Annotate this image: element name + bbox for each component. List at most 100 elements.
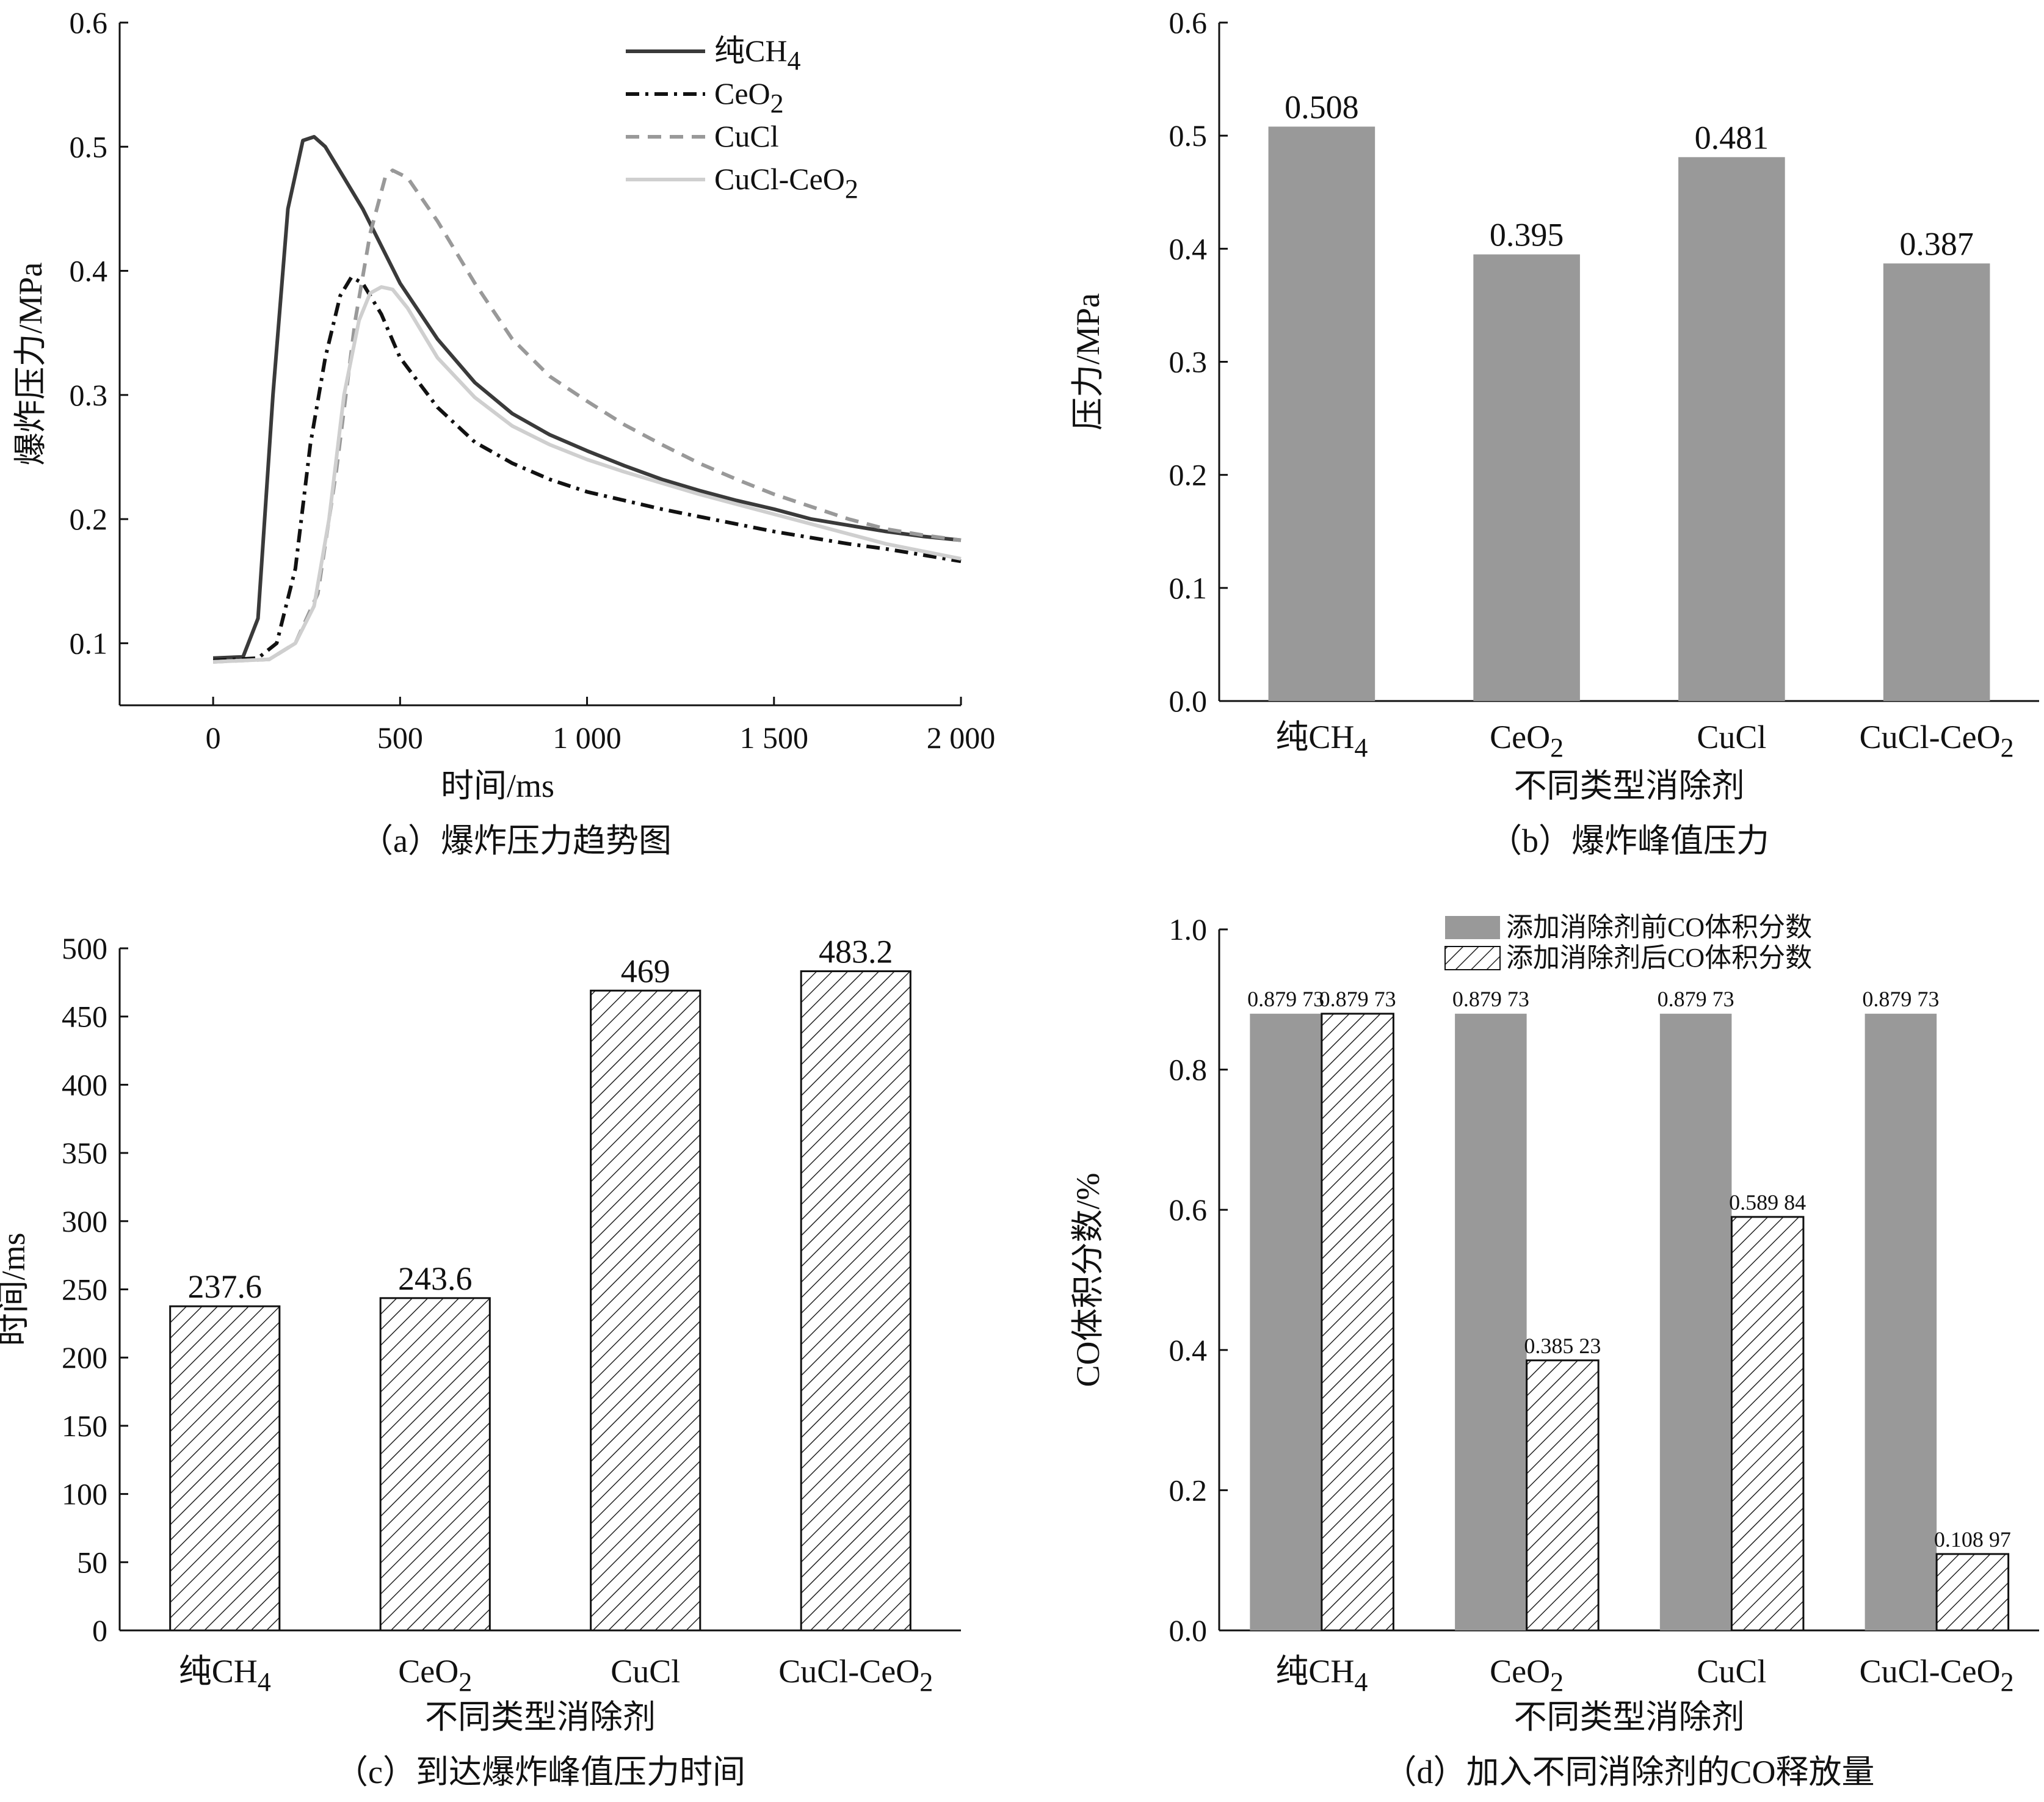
panel-a-legend-label-main: CuCl (714, 119, 779, 153)
panel-c-ylabel: 时间/ms (0, 1232, 32, 1346)
panel-c-category-label: CuCl-CeO2 (778, 1653, 933, 1697)
panel-b-bar-value-label: 0.387 (1899, 225, 1974, 262)
panel-d-bar-value-label: 0.879 73 (1862, 987, 1939, 1011)
panel-b-y-tick-label: 0.6 (1169, 5, 1208, 40)
panel-d-category-label-main: CuCl-CeO (1860, 1653, 2001, 1690)
panel-d-y-tick-label: 0.2 (1169, 1473, 1208, 1507)
panel-d-legend-swatch (1445, 916, 1500, 939)
panel-c-bar (590, 989, 701, 1632)
panel-b-category-label: CeO2 (1490, 719, 1564, 763)
panel-b-y-tick-label: 0.3 (1169, 345, 1208, 379)
panel-d-bar-value-label: 0.879 73 (1319, 987, 1396, 1011)
panel-b-bar (1268, 126, 1375, 701)
panel-c-category-label: CuCl (611, 1653, 680, 1690)
panel-d-category-label-sub: 2 (2001, 1667, 2014, 1697)
panel-b-bar (1883, 263, 1990, 701)
panel-b-y-tick-label: 0.5 (1169, 118, 1208, 153)
panel-d-bar-value-label: 0.589 84 (1729, 1190, 1806, 1215)
panel-c-category-label-main: 纯CH (179, 1653, 258, 1690)
panel-b-bar-value-label: 0.508 (1285, 89, 1359, 125)
panel-d-bar-value-label: 0.879 73 (1658, 987, 1734, 1011)
panel-c-y-tick-label: 50 (77, 1545, 107, 1579)
panel-c-category-label: CeO2 (398, 1653, 472, 1697)
panel-a-legend-label: CuCl (714, 119, 779, 153)
panel-b-bar-value-label: 0.481 (1695, 119, 1769, 156)
panel-a-x-tick-label: 0 (206, 721, 221, 755)
panel-c-bar (800, 970, 911, 1632)
panel-b-category-label: CuCl (1697, 719, 1766, 755)
panel-b-category-label-main: CeO (1490, 719, 1550, 755)
panel-b-y-tick-label: 0.0 (1169, 684, 1208, 718)
panel-c-y-tick-label: 150 (62, 1409, 107, 1443)
panel-c-caption: （c）到达爆炸峰值压力时间 (335, 1754, 745, 1790)
panel-b-peak-pressure: 0.0 0.1 0.2 0.3 0.4 0.5 0.6 纯CH4 CeO2 CuCl CuCl-Ce… (1070, 5, 2039, 859)
panel-d-category-label-main: 纯CH (1275, 1653, 1354, 1690)
panel-c-bar-value-label: 243.6 (398, 1260, 473, 1297)
panel-a-x-tick-label: 2 000 (927, 721, 996, 755)
panel-b-caption: （b）爆炸峰值压力 (1489, 823, 1769, 859)
panel-d-y-tick-label: 0.6 (1169, 1193, 1208, 1227)
panel-d-legend-label: 添加消除剂后CO体积分数 (1506, 943, 1812, 973)
panel-c-category-label-sub: 4 (258, 1667, 271, 1697)
panel-b-y-tick-label: 0.2 (1169, 458, 1208, 492)
panel-d-bar-value-label: 0.879 73 (1452, 987, 1529, 1011)
panel-c-category-label: 纯CH4 (179, 1653, 271, 1697)
panel-c-y-tick-label: 100 (62, 1477, 107, 1511)
panel-b-category-label-sub: 4 (1354, 733, 1368, 763)
panel-a-y-tick-label: 0.6 (70, 5, 108, 40)
panel-c-category-label-main: CeO (398, 1653, 458, 1690)
panel-b-ylabel: 压力/MPa (1070, 293, 1106, 431)
panel-a-legend-label: CeO2 (714, 76, 784, 118)
panel-a-legend-label-main: CeO (714, 76, 770, 111)
panel-b-y-tick-label: 0.1 (1169, 571, 1208, 605)
panel-a-y-tick-label: 0.2 (70, 502, 108, 536)
panel-b-category-label: 纯CH4 (1275, 719, 1368, 763)
panel-a-x-tick-label: 500 (377, 721, 423, 755)
panel-d-bar-value-label: 0.385 23 (1524, 1334, 1601, 1358)
panel-d-caption: （d）加入不同消除剂的CO释放量 (1383, 1754, 1874, 1790)
panel-b-category-label-main: CuCl-CeO (1860, 719, 2001, 755)
panel-d-category-label-sub: 4 (1354, 1667, 1368, 1697)
panel-d-bar-series-0 (1455, 1014, 1527, 1630)
panel-a-legend-label-main: CuCl-CeO (714, 162, 845, 196)
panel-d-y-tick-label: 0.0 (1169, 1613, 1208, 1648)
panel-d-category-label-main: CeO (1490, 1653, 1550, 1690)
panel-a-y-tick-label: 0.5 (70, 129, 108, 164)
panel-d-ylabel: CO体积分数/% (1070, 1173, 1106, 1387)
panel-d-bar-series-0 (1865, 1014, 1937, 1630)
panel-b-category-label: CuCl-CeO2 (1860, 719, 2014, 763)
panel-d-xlabel: 不同类型消除剂 (1514, 1699, 1745, 1735)
panel-a-ylabel: 爆炸压力/MPa (12, 262, 49, 465)
panel-c-y-tick-label: 200 (62, 1340, 107, 1375)
panel-c-xlabel: 不同类型消除剂 (425, 1699, 656, 1735)
panel-d-bar-series-1 (1321, 1012, 1394, 1632)
panel-a-legend-label-main: 纯CH (714, 34, 787, 68)
panel-b-category-label-main: CuCl (1697, 719, 1766, 755)
panel-d-legend-label: 添加消除剂前CO体积分数 (1506, 912, 1812, 942)
panel-d-y-tick-label: 0.8 (1169, 1053, 1208, 1087)
panel-b-y-tick-label: 0.4 (1169, 231, 1208, 266)
panel-c-y-tick-label: 0 (92, 1613, 107, 1648)
panel-c-bar-value-label: 483.2 (819, 934, 893, 970)
panel-a-legend-label: 纯CH4 (714, 34, 800, 76)
panel-c-y-tick-label: 350 (62, 1136, 107, 1170)
panel-d-category-label: 纯CH4 (1275, 1653, 1368, 1697)
panel-d-bar-value-label: 0.108 97 (1934, 1527, 2011, 1552)
panel-a-x-tick-label: 1 000 (553, 721, 622, 755)
panel-c-category-label-main: CuCl-CeO (778, 1653, 919, 1690)
panel-c-bar (379, 1297, 491, 1632)
panel-d-legend-swatch (1444, 946, 1501, 970)
panel-d-bar-series-0 (1250, 1014, 1322, 1630)
panel-a-x-tick-label: 1 500 (740, 721, 809, 755)
panel-a-series-line-0 (212, 135, 962, 660)
panel-b-bar-value-label: 0.395 (1490, 217, 1564, 253)
panel-d-category-label-main: CuCl (1697, 1653, 1766, 1690)
panel-c-y-tick-label: 450 (62, 1000, 107, 1034)
panel-d-category-label-sub: 2 (1550, 1667, 1564, 1697)
panel-d-bar-series-0 (1659, 1014, 1732, 1630)
panel-c-bar-value-label: 237.6 (188, 1268, 263, 1305)
panel-a-series-line-3 (212, 285, 962, 664)
panel-d-bar-series-1 (1526, 1359, 1600, 1632)
